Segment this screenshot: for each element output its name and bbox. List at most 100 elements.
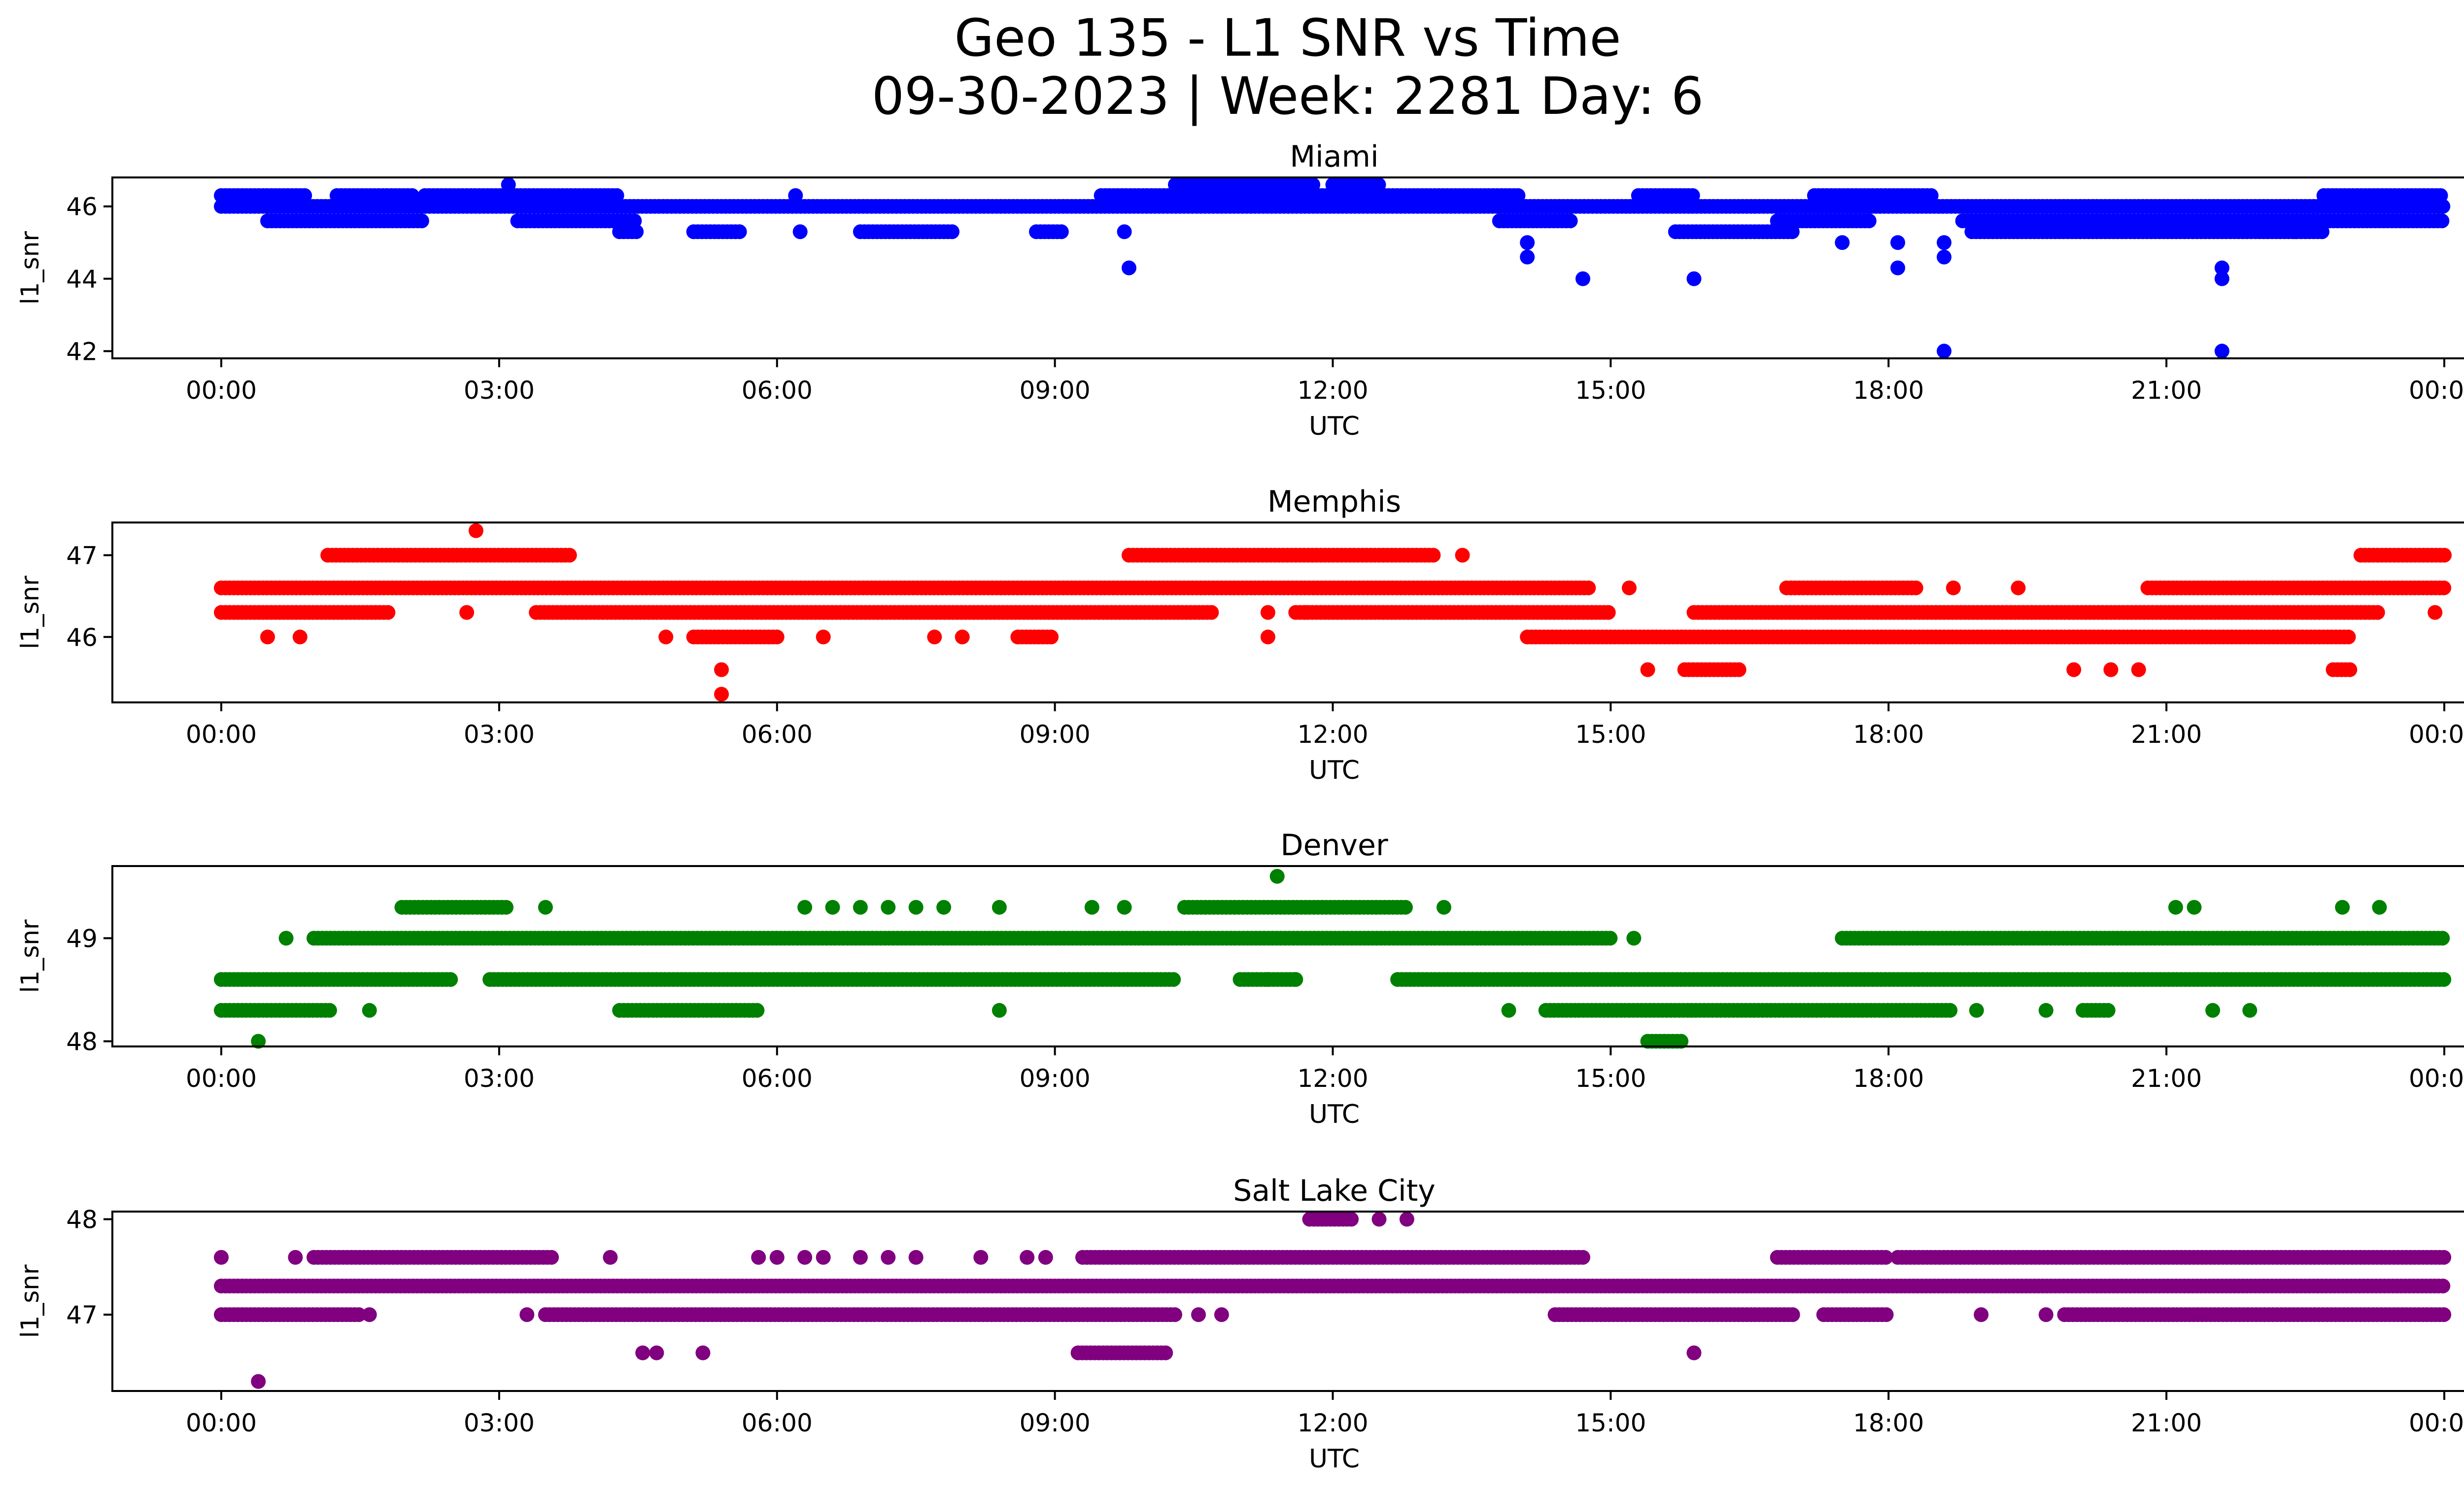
data-point	[292, 629, 308, 645]
data-point	[714, 687, 729, 702]
data-point	[1575, 271, 1590, 286]
y-tick-label: 42	[66, 337, 98, 366]
data-point	[1167, 1307, 1182, 1322]
data-point	[881, 900, 896, 915]
figure-title: Geo 135 - L1 SNR vs Time 09-30-2023 | We…	[0, 9, 2464, 125]
chart-title: Memphis	[1267, 485, 1401, 519]
data-point	[825, 900, 840, 915]
data-point	[414, 213, 429, 229]
data-point	[1054, 224, 1069, 240]
data-point	[1603, 931, 1618, 946]
data-point	[1686, 271, 1702, 286]
data-series	[214, 523, 2452, 702]
data-point	[1946, 580, 1961, 595]
data-point	[1581, 580, 1596, 595]
x-tick-label: 00:00	[2409, 720, 2464, 749]
data-point	[629, 224, 644, 240]
data-point	[1260, 972, 1275, 987]
data-point	[945, 224, 959, 240]
data-point	[2214, 260, 2229, 276]
data-point	[2435, 199, 2451, 214]
data-point	[1044, 629, 1059, 645]
data-point	[1437, 900, 1451, 915]
data-point	[2437, 548, 2452, 563]
data-point	[1520, 235, 1535, 250]
data-point	[797, 900, 813, 915]
data-point	[278, 931, 294, 946]
data-point	[1943, 1003, 1958, 1018]
data-point	[2289, 224, 2304, 240]
data-point	[2341, 629, 2356, 645]
data-point	[1626, 931, 1642, 946]
data-point	[544, 1250, 559, 1265]
y-tick-label: 44	[66, 265, 98, 294]
x-tick-label: 21:00	[2131, 376, 2202, 405]
data-point	[468, 523, 483, 538]
data-point	[853, 900, 868, 915]
data-point	[1204, 605, 1219, 620]
x-tick-label: 18:00	[1853, 376, 1924, 405]
data-point	[1784, 224, 1800, 240]
data-point	[1305, 177, 1321, 192]
x-tick-label: 12:00	[1297, 1064, 1368, 1093]
data-point	[2066, 662, 2082, 677]
data-point	[1835, 235, 1850, 250]
x-tick-label: 00:00	[186, 1064, 257, 1093]
x-tick-label: 00:00	[2409, 376, 2464, 405]
data-point	[1288, 972, 1303, 987]
data-point	[750, 1003, 765, 1018]
data-point	[1640, 662, 1655, 677]
x-tick-label: 09:00	[1020, 1064, 1091, 1093]
data-point	[816, 629, 831, 645]
y-tick-label: 47	[66, 541, 98, 570]
data-series	[214, 869, 2452, 1049]
x-tick-label: 06:00	[742, 720, 813, 749]
data-point	[1785, 1307, 1800, 1322]
x-tick-label: 15:00	[1575, 376, 1646, 405]
data-point	[260, 629, 275, 645]
data-point	[2335, 900, 2350, 915]
data-point	[2342, 662, 2358, 677]
y-tick-label: 46	[66, 193, 98, 221]
data-point	[1890, 260, 1905, 276]
x-tick-label: 00:00	[2409, 1064, 2464, 1093]
data-point	[992, 1003, 1007, 1018]
x-axis-label: UTC	[1309, 1100, 1360, 1129]
data-point	[1260, 605, 1275, 620]
x-tick-label: 21:00	[2131, 720, 2202, 749]
data-point	[936, 900, 952, 915]
data-point	[2434, 213, 2450, 229]
data-point	[769, 629, 785, 645]
data-point	[1426, 548, 1441, 563]
data-point	[2131, 662, 2146, 677]
plot-frame	[111, 176, 2464, 359]
data-point	[1455, 548, 1470, 563]
data-point	[2435, 931, 2450, 946]
data-point	[2428, 605, 2443, 620]
x-tick-label: 00:00	[186, 720, 257, 749]
data-series	[214, 1212, 2452, 1389]
data-point	[1269, 869, 1285, 884]
x-tick-label: 18:00	[1853, 720, 1924, 749]
y-axis-label: l1_snr	[16, 576, 44, 649]
data-point	[1937, 235, 1951, 250]
plot-frame	[111, 522, 2464, 703]
x-tick-label: 06:00	[742, 1064, 813, 1093]
data-point	[499, 900, 513, 915]
chart-title: Denver	[1280, 828, 1388, 863]
chart-title: Miami	[1290, 139, 1378, 174]
x-tick-label: 12:00	[1297, 376, 1368, 405]
data-point	[1890, 235, 1905, 250]
data-point	[1122, 260, 1136, 276]
data-point	[2436, 1250, 2452, 1265]
data-point	[459, 605, 475, 620]
x-tick-label: 15:00	[1575, 720, 1646, 749]
data-point	[658, 629, 674, 645]
data-point	[1084, 900, 1099, 915]
data-point	[1937, 249, 1951, 265]
data-point	[908, 900, 924, 915]
